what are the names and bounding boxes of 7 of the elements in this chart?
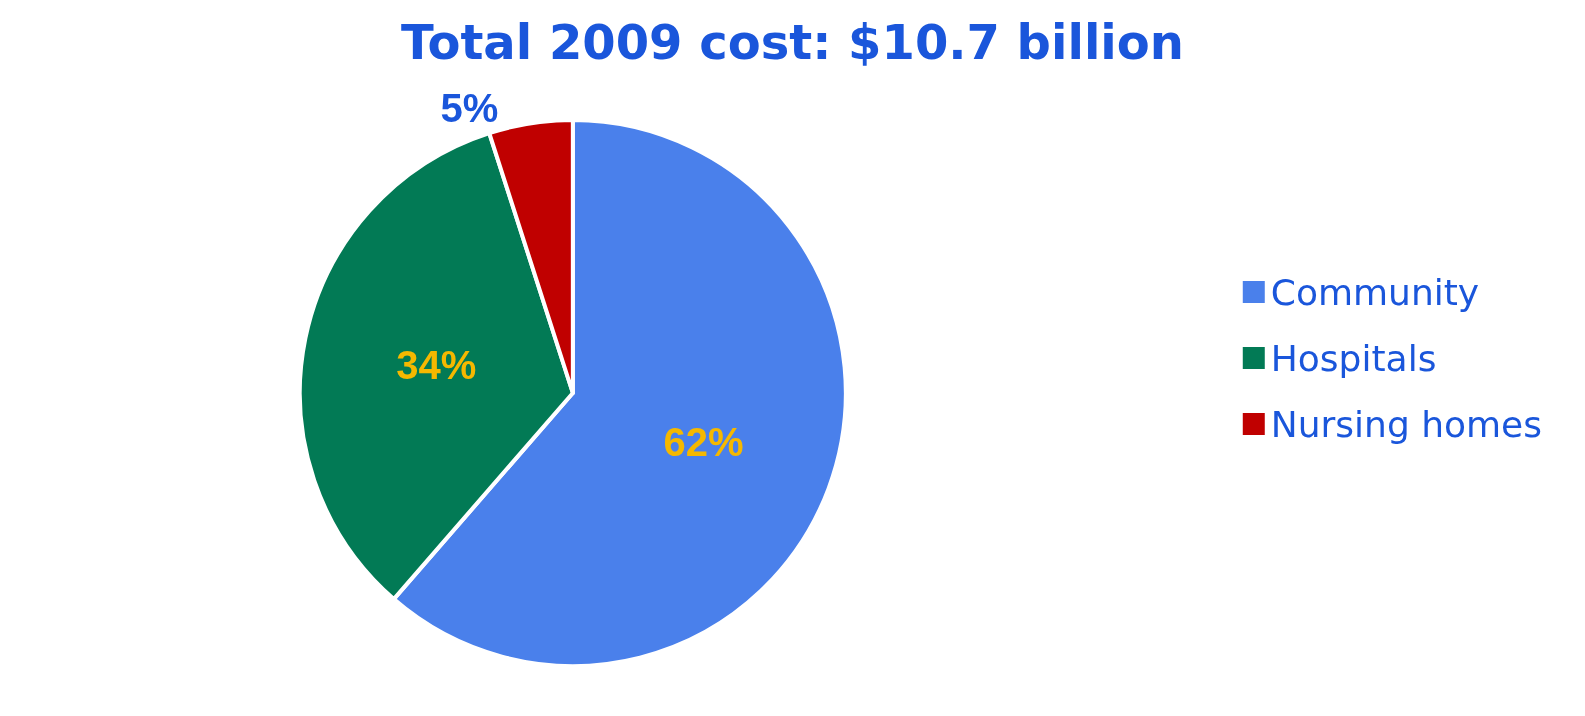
data-label: 5%: [440, 86, 499, 131]
data-label: 34%: [396, 342, 477, 387]
data-label: 62%: [663, 419, 744, 464]
legend-label: Hospitals: [1270, 337, 1437, 379]
legend-label: Nursing homes: [1270, 403, 1542, 445]
legend-label: Community: [1270, 271, 1480, 313]
chart-title: Total 2009 cost: $10.7 billion: [401, 14, 1184, 70]
